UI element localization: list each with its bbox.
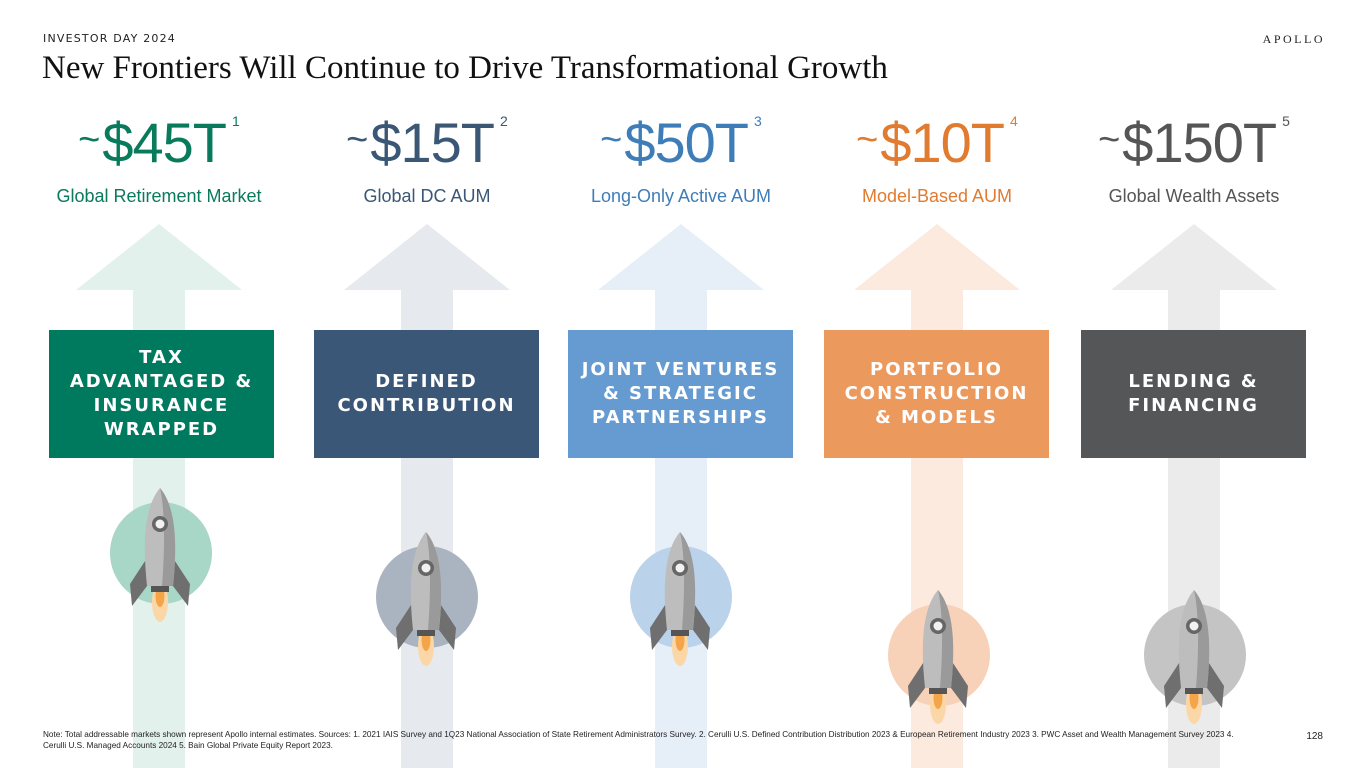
rocket-fin-left	[130, 558, 147, 606]
up-arrow-icon	[1111, 224, 1277, 768]
investor-day-kicker: INVESTOR DAY 2024	[43, 32, 177, 45]
arrow-shape	[344, 224, 510, 768]
rocket-nozzle	[671, 630, 689, 636]
rocket-icon	[376, 532, 478, 666]
up-arrow-icon	[598, 224, 764, 768]
arrow-shape	[598, 224, 764, 768]
rocket-icon	[1144, 590, 1246, 724]
arrow-shape	[854, 224, 1020, 768]
rocket-fin-right	[693, 602, 710, 650]
market-size: ~$15T 2	[297, 110, 557, 175]
rocket-fin-left	[396, 602, 413, 650]
arrow-shape	[1111, 224, 1277, 768]
market-amount: $45T	[102, 111, 227, 174]
market-column-long-only: ~$50T 3 Long-Only Active AUM JOINT VENTUR…	[551, 110, 811, 768]
rocket-body-shade	[160, 488, 176, 586]
tilde: ~	[856, 119, 879, 161]
strategy-box: JOINT VENTURES & STRATEGIC PARTNERSHIPS	[568, 330, 793, 458]
rocket-fin-left	[650, 602, 667, 650]
tilde: ~	[600, 119, 623, 161]
rocket-body-shade	[680, 532, 696, 630]
market-column-defined-contribution: ~$15T 2 Global DC AUM DEFINED CONTRIBUTIO…	[297, 110, 557, 768]
rocket-window-glass	[933, 621, 943, 631]
page-title: New Frontiers Will Continue to Drive Tra…	[42, 50, 888, 86]
market-subtitle: Global Retirement Market	[56, 186, 262, 206]
strategy-box: TAX ADVANTAGED & INSURANCE WRAPPED	[49, 330, 274, 458]
rocket-fin-left	[908, 660, 925, 708]
market-size: ~$150T 5	[1064, 110, 1324, 175]
rocket-body-shade	[426, 532, 442, 630]
footnote-marker: 3	[754, 113, 762, 129]
market-size: ~$50T 3	[551, 110, 811, 175]
tilde: ~	[1098, 119, 1121, 161]
rocket-nozzle	[151, 586, 169, 592]
sources-note: Note: Total addressable markets shown re…	[43, 730, 1234, 750]
rocket-window-glass	[675, 563, 685, 573]
market-column-model-based: ~$10T 4 Model-Based AUM PORTFOLIO CONSTRU…	[807, 110, 1067, 768]
rocket-nozzle	[1185, 688, 1203, 694]
market-amount: $150T	[1122, 111, 1277, 174]
market-column-retirement: ~$45T 1 Global Retirement Market TAX ADVA…	[29, 110, 289, 768]
market-amount: $15T	[370, 111, 495, 174]
rocket-fin-right	[1207, 660, 1224, 708]
market-amount: $50T	[624, 111, 749, 174]
footnote-marker: 5	[1282, 113, 1290, 129]
rocket-window-glass	[1189, 621, 1199, 631]
market-subtitle: Global DC AUM	[363, 186, 491, 206]
strategy-box: LENDING & FINANCING	[1081, 330, 1306, 458]
rocket-window-glass	[421, 563, 431, 573]
rocket-window-glass	[155, 519, 165, 529]
up-arrow-icon	[854, 224, 1020, 768]
rocket-body-shade	[938, 590, 954, 688]
market-amount: $10T	[880, 111, 1005, 174]
strategy-box: DEFINED CONTRIBUTION	[314, 330, 539, 458]
rocket-icon	[888, 590, 990, 724]
market-size: ~$45T 1	[29, 110, 289, 175]
up-arrow-icon	[344, 224, 510, 768]
rocket-fin-left	[1164, 660, 1181, 708]
tilde: ~	[346, 119, 369, 161]
rocket-icon	[630, 532, 732, 666]
tilde: ~	[78, 119, 101, 161]
rocket-icon	[110, 488, 212, 622]
rocket-nozzle	[929, 688, 947, 694]
market-subtitle: Long-Only Active AUM	[590, 186, 772, 206]
footnote-marker: 2	[500, 113, 508, 129]
market-subtitle: Global Wealth Assets	[1108, 186, 1280, 206]
market-column-wealth: ~$150T 5 Global Wealth Assets LENDING & F…	[1064, 110, 1324, 768]
apollo-logo: APOLLO	[1262, 32, 1325, 46]
rocket-body-shade	[1194, 590, 1210, 688]
footnote-marker: 4	[1010, 113, 1018, 129]
market-size: ~$10T 4	[807, 110, 1067, 175]
page-number: 128	[1306, 731, 1323, 742]
footnote-marker: 1	[232, 113, 240, 129]
market-subtitle: Model-Based AUM	[861, 186, 1013, 206]
rocket-fin-right	[439, 602, 456, 650]
rocket-fin-right	[173, 558, 190, 606]
strategy-box: PORTFOLIO CONSTRUCTION & MODELS	[824, 330, 1049, 458]
rocket-nozzle	[417, 630, 435, 636]
rocket-fin-right	[951, 660, 968, 708]
